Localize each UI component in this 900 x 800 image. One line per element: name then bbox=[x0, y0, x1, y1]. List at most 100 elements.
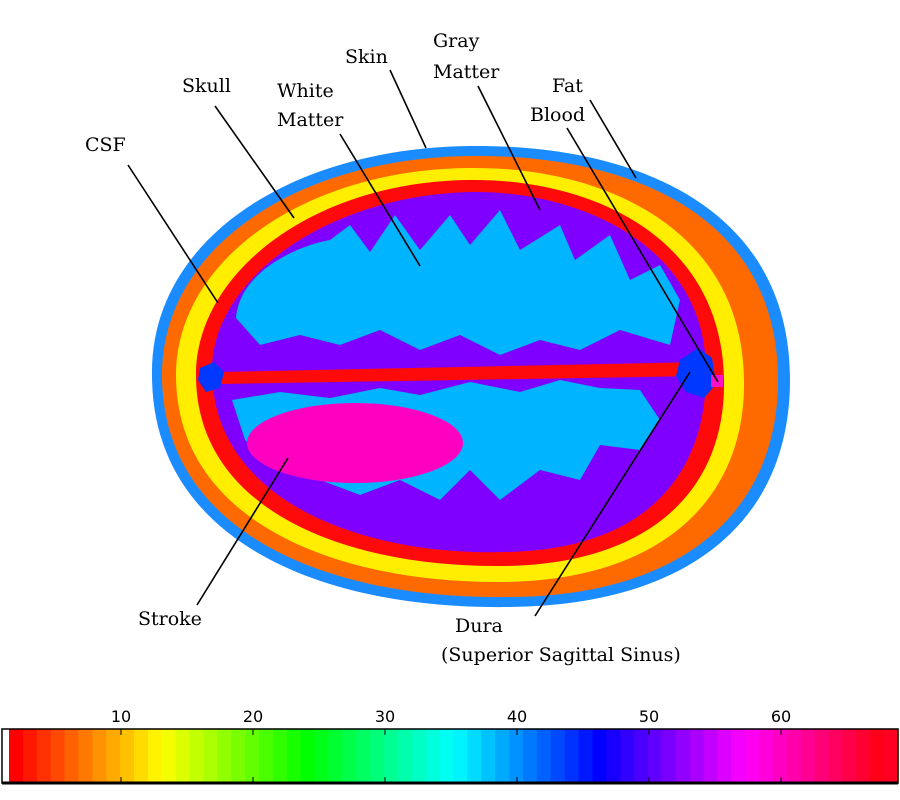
colorbar-swatch bbox=[9, 729, 24, 783]
colorbar-swatch bbox=[481, 729, 496, 783]
colorbar-swatch bbox=[550, 729, 566, 783]
colorbar-swatch bbox=[370, 729, 385, 783]
stroke-label: Stroke bbox=[138, 608, 202, 630]
dura-label-line2: (Superior Sagittal Sinus) bbox=[441, 644, 681, 666]
colorbar-tick-label: 60 bbox=[771, 707, 791, 726]
colorbar-swatch bbox=[203, 729, 218, 783]
colorbar-swatch bbox=[856, 729, 871, 783]
colorbar-swatch bbox=[259, 729, 274, 783]
colorbar-swatch bbox=[134, 729, 149, 783]
colorbar-swatch bbox=[634, 729, 649, 783]
colorbar-swatch bbox=[356, 729, 371, 783]
colorbar-tick-label: 50 bbox=[639, 707, 659, 726]
colorbar-swatch bbox=[606, 729, 621, 783]
colorbar-swatch bbox=[245, 729, 260, 783]
colorbar-swatch bbox=[620, 729, 635, 783]
colorbar-swatch bbox=[717, 729, 732, 783]
colorbar-swatch bbox=[425, 729, 441, 783]
colorbar-swatch bbox=[786, 729, 802, 783]
colorbar-swatch bbox=[161, 729, 177, 783]
colorbar-swatch bbox=[731, 729, 746, 783]
colorbar-swatch bbox=[814, 729, 830, 783]
colorbar-swatch bbox=[564, 729, 580, 783]
colorbar-tick-label: 30 bbox=[375, 707, 395, 726]
white-matter-leader bbox=[339, 133, 421, 267]
dura-label-line1: Dura bbox=[455, 615, 503, 637]
gray-matter-label-line2: Matter bbox=[433, 61, 500, 83]
colorbar-swatch bbox=[106, 729, 121, 783]
head-cross-section bbox=[151, 145, 791, 608]
blood-leader bbox=[566, 127, 719, 383]
colorbar-swatch bbox=[64, 729, 80, 783]
colorbar-gradient bbox=[2, 729, 899, 783]
colorbar-swatch bbox=[272, 729, 288, 783]
colorbar-swatch bbox=[842, 729, 857, 783]
csf-label: CSF bbox=[85, 134, 126, 156]
labels: CSF Skull White Matter Skin Gray Matter … bbox=[85, 30, 681, 666]
colorbar-swatch bbox=[231, 729, 246, 783]
colorbar-swatch bbox=[578, 729, 594, 783]
colorbar-swatch bbox=[286, 729, 302, 783]
falx-csf-line bbox=[220, 362, 700, 384]
skull-label: Skull bbox=[182, 75, 231, 97]
colorbar-swatch bbox=[675, 729, 691, 783]
colorbar-swatch bbox=[828, 729, 844, 783]
colorbar-swatch bbox=[50, 729, 66, 783]
white-matter-label-line1: White bbox=[277, 80, 334, 102]
dura-sinus-left bbox=[198, 362, 224, 392]
skull-leader bbox=[214, 105, 295, 219]
fat-label: Fat bbox=[552, 75, 583, 97]
colorbar-swatch bbox=[147, 729, 163, 783]
colorbar-swatch bbox=[772, 729, 788, 783]
colorbar-swatch bbox=[745, 729, 760, 783]
colorbar-swatch-empty bbox=[2, 729, 9, 783]
colorbar-swatch bbox=[411, 729, 427, 783]
blood-label: Blood bbox=[530, 104, 585, 126]
colorbar-swatch bbox=[467, 729, 482, 783]
colorbar-swatch bbox=[495, 729, 510, 783]
colorbar-swatch bbox=[92, 729, 107, 783]
colorbar-tick-label: 20 bbox=[243, 707, 263, 726]
dura-leader bbox=[534, 371, 691, 617]
white-matter-upper bbox=[236, 210, 680, 355]
leader-lines bbox=[127, 69, 719, 617]
colorbar-swatch bbox=[439, 729, 455, 783]
colorbar-tick-label: 40 bbox=[507, 707, 527, 726]
colorbar-swatch bbox=[78, 729, 93, 783]
colorbar-swatch bbox=[703, 729, 719, 783]
colorbar-swatch bbox=[689, 729, 705, 783]
colorbar: 10 20 30 40 50 60 bbox=[1, 707, 899, 785]
colorbar-swatch bbox=[397, 729, 413, 783]
colorbar-swatch bbox=[661, 729, 677, 783]
colorbar-swatch bbox=[884, 729, 899, 783]
white-matter-label-line2: Matter bbox=[277, 109, 344, 131]
stroke-leader bbox=[196, 457, 289, 606]
gray-matter-leader bbox=[477, 85, 541, 211]
colorbar-swatch bbox=[22, 729, 38, 783]
colorbar-swatch bbox=[870, 729, 885, 783]
colorbar-swatch bbox=[300, 729, 316, 783]
colorbar-swatch bbox=[36, 729, 52, 783]
gray-matter-label-line1: Gray bbox=[433, 30, 480, 52]
colorbar-swatch bbox=[800, 729, 816, 783]
colorbar-tick-label: 10 bbox=[111, 707, 131, 726]
stroke-region bbox=[247, 403, 463, 483]
colorbar-swatch bbox=[536, 729, 552, 783]
colorbar-swatch bbox=[342, 729, 357, 783]
skin-label: Skin bbox=[345, 46, 388, 68]
skin-leader bbox=[389, 69, 427, 149]
colorbar-swatch bbox=[175, 729, 191, 783]
colorbar-swatch bbox=[384, 729, 399, 783]
colorbar-swatch bbox=[522, 729, 538, 783]
colorbar-swatch bbox=[759, 729, 774, 783]
colorbar-swatch bbox=[592, 729, 607, 783]
colorbar-swatch bbox=[120, 729, 135, 783]
colorbar-ticks: 10 20 30 40 50 60 bbox=[111, 707, 791, 783]
colorbar-swatch bbox=[314, 729, 330, 783]
colorbar-swatch bbox=[217, 729, 232, 783]
colorbar-swatch bbox=[189, 729, 205, 783]
colorbar-swatch bbox=[453, 729, 468, 783]
colorbar-swatch bbox=[509, 729, 524, 783]
fat-leader bbox=[589, 99, 637, 179]
